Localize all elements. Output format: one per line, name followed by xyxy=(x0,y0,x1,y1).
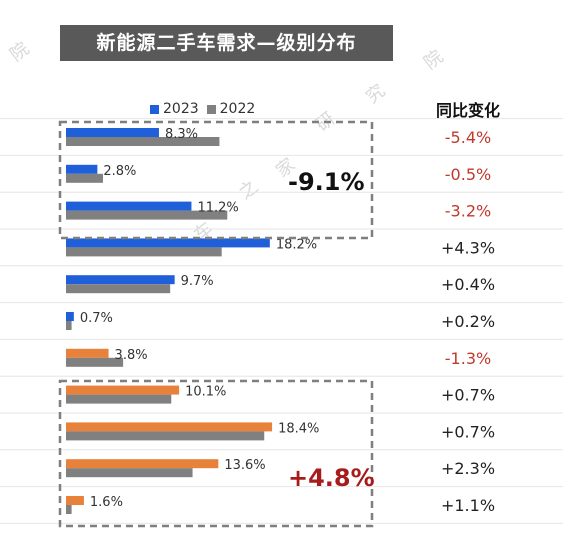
bar-2023 xyxy=(66,201,192,211)
watermark-char: 究 xyxy=(362,80,389,108)
group-box xyxy=(58,120,374,240)
legend-label-2022: 2022 xyxy=(219,101,256,117)
value-label: 3.8% xyxy=(115,348,148,363)
value-label: 10.1% xyxy=(185,385,226,400)
value-label: 11.2% xyxy=(197,201,238,216)
bar-2022 xyxy=(66,431,265,441)
bar-2022 xyxy=(66,505,72,514)
value-label: 2.8% xyxy=(103,164,136,179)
bar-2022 xyxy=(66,394,172,404)
legend-swatch-2023 xyxy=(150,104,159,114)
yoy-value: +0.7% xyxy=(441,422,495,441)
yoy-value: -1.3% xyxy=(445,349,491,368)
bar-2023 xyxy=(66,164,98,174)
value-label: 18.2% xyxy=(276,237,317,252)
bar-2023 xyxy=(66,128,159,137)
yoy-value: +2.3% xyxy=(441,459,495,478)
yoy-value: -0.5% xyxy=(445,165,491,184)
group-annotation: -9.1% xyxy=(288,168,365,196)
yoy-value: +0.2% xyxy=(441,312,495,331)
value-label: 0.7% xyxy=(80,311,113,326)
bar-2023 xyxy=(66,422,273,432)
watermark-char: 院 xyxy=(420,46,447,74)
value-label: 13.6% xyxy=(224,458,265,473)
bar-2022 xyxy=(66,247,222,257)
legend-item-2022: 2022 xyxy=(206,101,256,117)
yoy-value: -5.4% xyxy=(445,128,491,147)
watermark-char: 之 xyxy=(235,176,262,204)
chart-title: 新能源二手车需求—级别分布 xyxy=(60,25,393,61)
legend-swatch-2022 xyxy=(206,104,216,114)
yoy-value: +0.7% xyxy=(441,386,495,405)
bar-2023 xyxy=(66,238,270,248)
bar-2022 xyxy=(66,468,193,478)
legend: 2023 2022 xyxy=(150,99,263,119)
group-annotation: +4.8% xyxy=(288,464,375,492)
value-label: 18.4% xyxy=(278,421,319,436)
bar-2023 xyxy=(66,385,180,395)
bar-2022 xyxy=(66,357,124,367)
group-box xyxy=(58,379,374,528)
yoy-value: +1.1% xyxy=(441,496,495,515)
yoy-value: +0.4% xyxy=(441,275,495,294)
bar-2022 xyxy=(66,173,103,183)
bar-2022 xyxy=(66,321,72,330)
yoy-header: 同比变化 xyxy=(435,101,500,120)
value-label: 1.6% xyxy=(90,495,123,510)
bar-2023 xyxy=(66,348,109,358)
yoy-value: +4.3% xyxy=(441,238,495,257)
bar-2023 xyxy=(66,459,219,469)
bar-2023 xyxy=(66,312,74,321)
bar-2023 xyxy=(66,275,175,285)
watermark-char: 院 xyxy=(6,38,33,66)
bar-2022 xyxy=(66,137,220,146)
bar-2023 xyxy=(66,496,84,505)
legend-item-2023: 2023 xyxy=(150,101,199,117)
yoy-value: -3.2% xyxy=(445,202,491,221)
bar-2022 xyxy=(66,210,228,220)
bar-2022 xyxy=(66,284,171,294)
legend-label-2023: 2023 xyxy=(163,101,199,117)
value-label: 9.7% xyxy=(181,274,214,289)
value-label: 8.3% xyxy=(165,127,198,142)
